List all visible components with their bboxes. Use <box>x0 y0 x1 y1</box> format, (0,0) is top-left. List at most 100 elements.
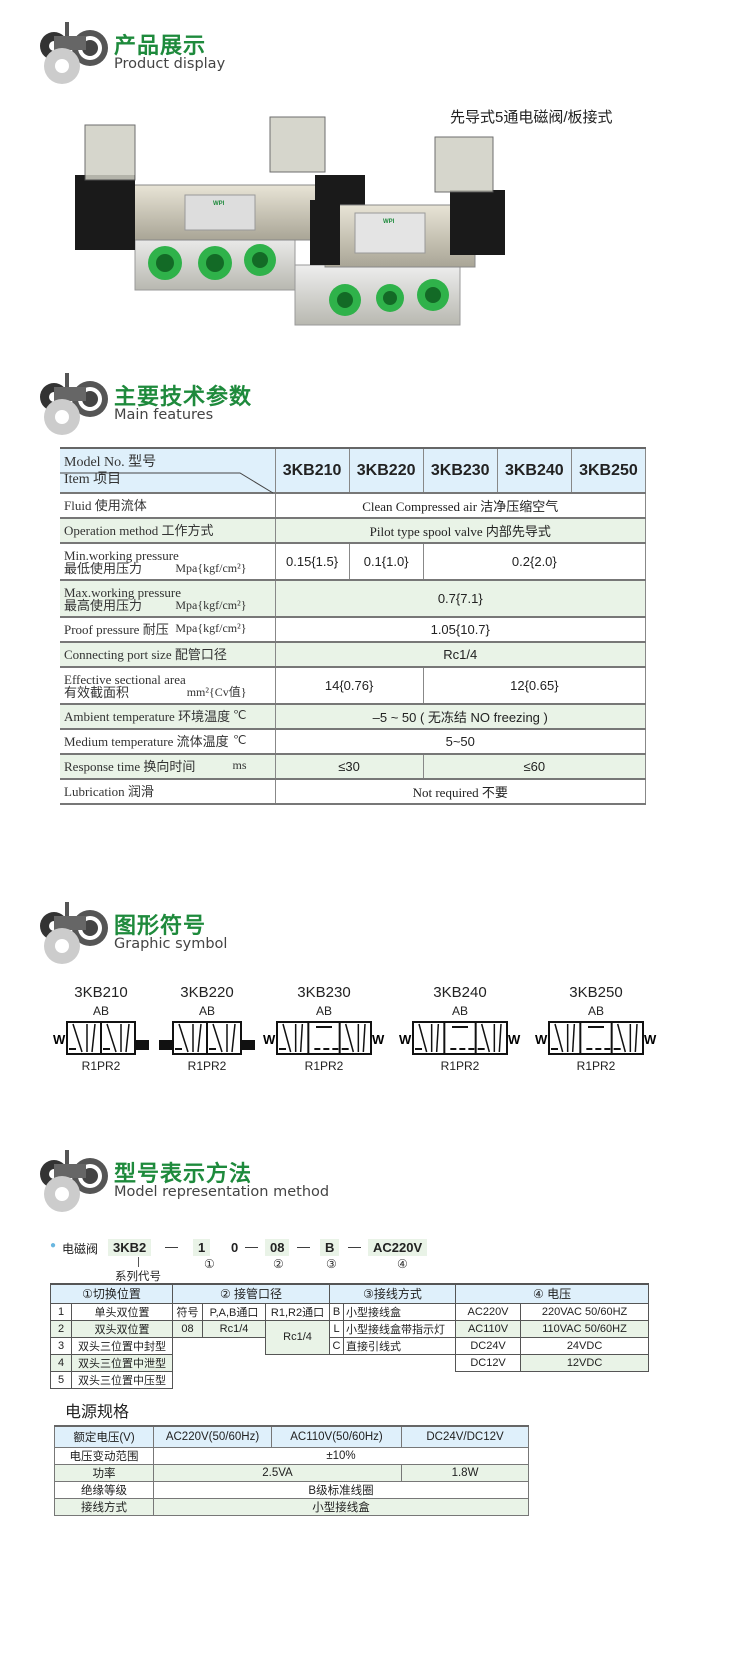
section-subtitle: Graphic symbol <box>114 936 228 952</box>
spec-value: Clean Compressed air 洁净压缩空气 <box>275 492 646 519</box>
symbol-3KB250: 3KB250 AB W W R1PR2 <box>534 984 658 1073</box>
section-subtitle: Product display <box>114 56 226 72</box>
header-wiring: ③接线方式 <box>329 1283 457 1304</box>
gear-logo-icon <box>40 1150 108 1212</box>
voltage-code: DC12V <box>455 1353 522 1372</box>
solenoid-valve-product-image: WPI WPI <box>75 116 505 326</box>
gear-logo-icon <box>40 902 108 964</box>
section-header-features: 主要技术参数 Main features <box>32 373 332 443</box>
code-zero: 0 <box>231 1240 239 1255</box>
marker-1: ① <box>204 1257 215 1271</box>
symbol-bottom-ports: R1PR2 <box>304 1059 344 1073</box>
svg-text:W: W <box>535 1032 548 1047</box>
spec-row: Min.working pressure 最低使用压力 Mpa{kgf/cm²} 0.… <box>60 542 647 581</box>
symbol-model: 3KB220 <box>180 984 234 1001</box>
insulation-label: 绝缘等级 <box>54 1480 154 1499</box>
header-voltage: ④ 电压 <box>455 1283 650 1304</box>
section-title: 型号表示方法 <box>114 1162 253 1187</box>
header-port: ② 接管口径 <box>172 1283 331 1304</box>
symbol-3KB240: 3KB240 AB W W R1PR2 <box>398 984 522 1073</box>
section-header-model: 型号表示方法 Model representation method <box>32 1150 332 1220</box>
section-header-symbol: 图形符号 Graphic symbol <box>32 902 332 972</box>
spec-row: Fluid 使用流体 Clean Compressed air 洁净压缩空气 <box>60 492 646 519</box>
range-label: 电压变动范围 <box>54 1446 154 1465</box>
rated-voltage-label: 额定电压(V) <box>54 1425 154 1448</box>
spec-unit: Mpa{kgf/cm²} <box>175 561 247 575</box>
code-voltage: AC220V <box>368 1239 428 1256</box>
spec-row: Lubrication 润滑 Not required 不要 <box>60 778 646 805</box>
dash: — <box>165 1239 178 1254</box>
valve-symbol-3KB220 <box>159 1021 255 1055</box>
rated-dc: DC24V/DC12V <box>401 1425 529 1448</box>
voltage-desc: 220VAC 50/60HZ <box>520 1302 650 1321</box>
wiring-label: 接线方式 <box>54 1497 154 1516</box>
model-header: 3KB250 <box>571 447 647 494</box>
marker-3: ③ <box>326 1257 337 1271</box>
rated-ac110: AC110V(50/60Hz) <box>271 1425 402 1448</box>
spec-label: Connecting port size 配管口径 <box>60 641 276 668</box>
spec-label-line: Ambient temperature 环境温度 <box>64 709 231 724</box>
spec-label: Ambient temperature 环境温度 ℃ <box>60 703 276 730</box>
item-label: Item 项目 <box>64 471 122 487</box>
svg-text:W: W <box>644 1032 657 1047</box>
spec-value: Rc1/4 <box>275 641 646 668</box>
symbol-model: 3KB240 <box>433 984 487 1001</box>
bullet-icon: ● <box>50 1240 57 1251</box>
wiring-desc: 小型接线盒带指示灯 <box>343 1319 457 1338</box>
port-r-header: R1,R2通口 <box>265 1302 331 1321</box>
spec-value: 1.05{10.7} <box>275 616 646 643</box>
section-header-product: 产品展示 Product display <box>32 22 332 92</box>
dash: — <box>297 1239 310 1254</box>
code-port: 08 <box>265 1239 290 1256</box>
spec-row: Response time 换向时间 ms ≤30 ≤60 <box>60 753 647 780</box>
power-table: 额定电压(V) AC220V(50/60Hz) AC110V(50/60Hz) … <box>54 1425 529 1516</box>
series-label: 系列代号 <box>115 1271 161 1283</box>
spec-value: 0.1{1.0} <box>349 542 424 581</box>
symbol-top-ports: AB <box>92 1004 109 1018</box>
spec-value: Pilot type spool valve 内部先导式 <box>275 517 646 544</box>
symbol-3KB220: 3KB220 AB R1PR2 <box>158 984 256 1073</box>
spec-label: Proof pressure 耐压 Mpa{kgf/cm²} <box>60 616 276 643</box>
section-title: 主要技术参数 <box>114 385 253 410</box>
spec-table: Model No. 型号 Item 项目 3KB210 3KB220 3KB230 3KB… <box>60 447 647 805</box>
port-code: 08 <box>172 1319 204 1338</box>
marker-2: ② <box>273 1257 284 1271</box>
symbol-top-ports: AB <box>198 1004 215 1018</box>
spec-row: Ambient temperature 环境温度 ℃ –5 ~ 50 ( 无冻结 N… <box>60 703 646 730</box>
spec-label-line: Effective sectional area <box>64 671 186 687</box>
symbol-3KB210: 3KB210 AB W R1PR2 <box>52 984 150 1073</box>
spec-value: –5 ~ 50 ( 无冻结 NO freezing ) <box>275 703 646 730</box>
model-header: 3KB210 <box>275 447 350 494</box>
switch-desc: 双头三位置中泄型 <box>70 1353 174 1372</box>
spec-value: ≤60 <box>423 753 647 780</box>
header-corner: Model No. 型号 Item 项目 <box>60 447 276 494</box>
valve-brand-label: WPI <box>383 219 395 225</box>
spec-row: Connecting port size 配管口径 Rc1/4 <box>60 641 646 668</box>
power-title: 电源规格 <box>65 1404 130 1421</box>
symbol-top-ports: AB <box>451 1004 468 1018</box>
model-code-prefix: 电磁阀 <box>62 1242 99 1256</box>
symbol-top-ports: AB <box>315 1004 332 1018</box>
spec-label-line: Proof pressure 耐压 <box>64 622 169 637</box>
spec-label: Effective sectional area 有效截面积 mm²{Cv值} <box>60 666 276 705</box>
symbol-model: 3KB230 <box>297 984 351 1001</box>
spec-label: Min.working pressure 最低使用压力 Mpa{kgf/cm²} <box>60 542 276 581</box>
svg-text:W: W <box>53 1032 66 1047</box>
model-header: 3KB220 <box>349 447 424 494</box>
rated-ac220: AC220V(50/60Hz) <box>153 1425 272 1448</box>
spec-unit: mm²{Cv值} <box>186 685 247 699</box>
header-switch: ①切换位置 <box>49 1283 174 1304</box>
spec-label-line: 最低使用压力 <box>64 560 143 576</box>
wiring-code: L <box>329 1319 345 1338</box>
gear-logo-icon <box>40 22 108 84</box>
spec-label: Max.working pressure 最高使用压力 Mpa{kgf/cm²} <box>60 579 276 618</box>
section-subtitle: Model representation method <box>114 1184 330 1200</box>
diagonal-divider <box>60 472 274 494</box>
switch-desc: 双头三位置中封型 <box>70 1336 174 1355</box>
section-title: 图形符号 <box>114 914 207 939</box>
voltage-code: DC24V <box>455 1336 522 1355</box>
voltage-desc: 110VAC 50/60HZ <box>520 1319 650 1338</box>
valve-brand-label: WPI <box>213 201 225 207</box>
